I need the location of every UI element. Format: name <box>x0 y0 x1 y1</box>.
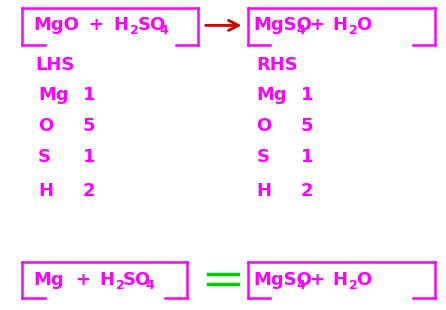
Text: S: S <box>256 148 269 166</box>
Text: +: + <box>75 271 90 289</box>
Text: H: H <box>99 271 114 289</box>
Text: +: + <box>309 271 324 289</box>
Text: 4: 4 <box>297 24 306 38</box>
Text: 4: 4 <box>145 279 154 292</box>
Text: SO: SO <box>137 16 165 34</box>
Text: 5: 5 <box>301 117 314 135</box>
Text: Mg: Mg <box>256 86 287 104</box>
Text: H: H <box>256 182 272 200</box>
Text: O: O <box>356 16 371 34</box>
Text: 4: 4 <box>297 279 306 292</box>
Text: 1: 1 <box>301 86 314 104</box>
Text: O: O <box>38 117 53 135</box>
Text: H: H <box>332 271 347 289</box>
Text: MgSO: MgSO <box>253 16 312 34</box>
Text: 2: 2 <box>130 24 139 38</box>
Text: O: O <box>256 117 272 135</box>
Text: 1: 1 <box>301 148 314 166</box>
Text: 1: 1 <box>83 148 95 166</box>
Text: 2: 2 <box>116 279 124 292</box>
Text: 2: 2 <box>349 24 358 38</box>
Text: Mg: Mg <box>38 86 69 104</box>
Text: 2: 2 <box>301 182 314 200</box>
Text: +: + <box>88 16 103 34</box>
Text: 5: 5 <box>83 117 95 135</box>
Text: H: H <box>332 16 347 34</box>
Text: S: S <box>38 148 51 166</box>
Text: 1: 1 <box>83 86 95 104</box>
Text: MgSO: MgSO <box>253 271 312 289</box>
Text: 4: 4 <box>160 24 169 38</box>
Text: SO: SO <box>123 271 151 289</box>
Text: 2: 2 <box>83 182 95 200</box>
Text: LHS: LHS <box>36 56 75 74</box>
Text: RHS: RHS <box>256 56 298 74</box>
Text: Mg: Mg <box>33 271 64 289</box>
Text: +: + <box>309 16 324 34</box>
Text: 2: 2 <box>349 279 358 292</box>
Text: O: O <box>356 271 371 289</box>
Text: MgO: MgO <box>33 16 79 34</box>
Text: H: H <box>38 182 53 200</box>
Text: H: H <box>114 16 129 34</box>
